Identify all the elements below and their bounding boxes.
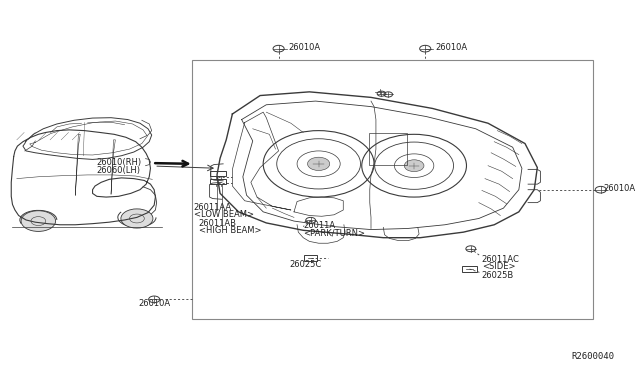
- Text: 26010A: 26010A: [138, 299, 170, 308]
- Text: 26010A: 26010A: [604, 184, 636, 193]
- Bar: [369, 133, 407, 164]
- Text: 26025C: 26025C: [290, 260, 322, 269]
- Text: 26010A: 26010A: [435, 43, 467, 52]
- Text: 26011AA: 26011AA: [193, 203, 232, 212]
- Text: 26010(RH): 26010(RH): [97, 157, 142, 167]
- Circle shape: [404, 160, 424, 171]
- Text: 26011AB: 26011AB: [198, 218, 237, 228]
- Circle shape: [121, 209, 153, 228]
- Text: 26011A: 26011A: [303, 221, 335, 231]
- Text: 26011AC: 26011AC: [482, 255, 520, 264]
- Text: <PARK/TURN>: <PARK/TURN>: [303, 229, 365, 238]
- Text: 26025B: 26025B: [482, 271, 514, 280]
- Text: 26010A: 26010A: [289, 43, 321, 52]
- Bar: [304, 255, 317, 261]
- Text: <HIGH BEAM>: <HIGH BEAM>: [198, 226, 261, 235]
- Text: 26060(LH): 26060(LH): [97, 166, 141, 174]
- Circle shape: [21, 211, 56, 231]
- Text: <SIDE>: <SIDE>: [482, 262, 515, 272]
- Bar: [193, 61, 593, 319]
- Text: R2600040: R2600040: [572, 352, 614, 361]
- Bar: [462, 266, 477, 272]
- Bar: [210, 171, 227, 176]
- Circle shape: [308, 157, 330, 170]
- Bar: [210, 179, 227, 184]
- Text: <LOW BEAM>: <LOW BEAM>: [193, 211, 253, 219]
